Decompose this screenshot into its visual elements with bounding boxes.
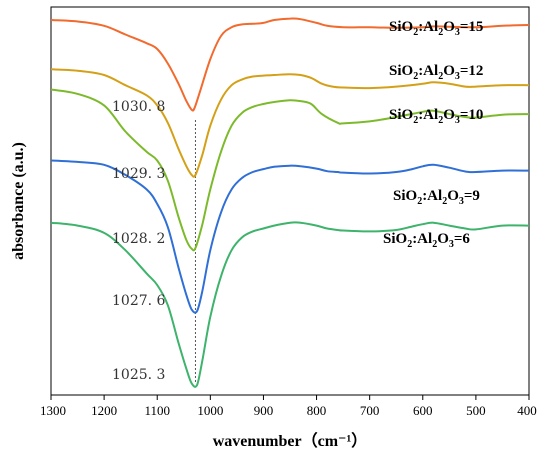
series-label-4: SiO2:Al2O3=9	[393, 188, 480, 207]
peak-label-5: 1025. 3	[112, 367, 165, 383]
peak-label-4: 1027. 6	[112, 293, 166, 309]
peak-label-3: 1028. 2	[112, 231, 165, 247]
series-label-2: SiO2:Al2O3=12	[389, 63, 483, 82]
plot-frame	[50, 6, 530, 396]
series-line-4	[50, 159, 530, 314]
x-axis-label: wavenumber（cm⁻¹）	[213, 432, 368, 450]
x-tick-label: 1000	[197, 403, 223, 418]
x-tick-label: 1200	[91, 403, 117, 418]
x-tick-label: 1100	[144, 403, 170, 418]
series-line-5	[50, 221, 530, 388]
x-tick-label: 800	[307, 403, 327, 418]
series-label-5: SiO2:Al2O3=6	[383, 231, 470, 250]
y-axis-label: absorbance (a.u.)	[10, 142, 27, 260]
series-label-3: SiO2:Al2O3=10	[389, 107, 483, 126]
x-tick-label: 500	[466, 403, 486, 418]
x-tick-label: 1300	[40, 403, 66, 418]
series-label-1: SiO2:Al2O3=15	[389, 19, 483, 38]
x-tick-label: 900	[254, 403, 274, 418]
peak-label-2: 1029. 3	[112, 166, 165, 182]
peak-label-1: 1030. 8	[112, 99, 165, 115]
series-line-2	[50, 68, 530, 178]
x-tick-label: 400	[517, 403, 537, 418]
x-tick-label: 600	[413, 403, 433, 418]
series-line-1	[50, 17, 530, 112]
x-tick-label: 700	[360, 403, 380, 418]
series-line-3	[50, 88, 530, 252]
